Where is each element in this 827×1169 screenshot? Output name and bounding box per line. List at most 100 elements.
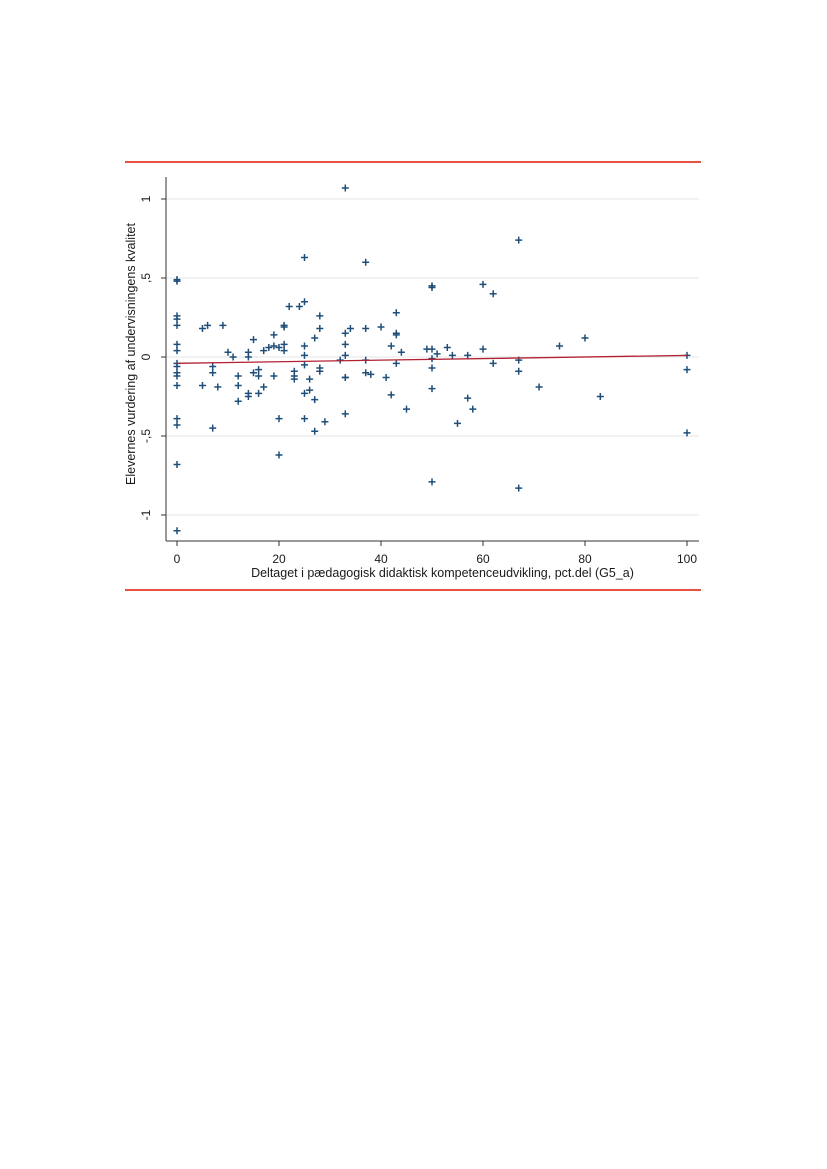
data-point: [280, 340, 288, 348]
data-point: [683, 366, 691, 374]
data-point: [173, 372, 181, 380]
x-tick-label: 60: [476, 552, 490, 566]
data-point: [173, 347, 181, 355]
data-point: [199, 381, 206, 389]
data-point: [234, 372, 242, 380]
data-point: [270, 331, 278, 339]
ticks: -1 -,5 0 ,5 1 0 20 40 60 80 100: [139, 195, 697, 566]
data-point: [173, 460, 181, 468]
data-point: [428, 385, 436, 393]
data-point: [295, 302, 303, 310]
data-point: [316, 325, 324, 333]
data-point: [454, 419, 461, 427]
y-tick-label: -1: [139, 509, 153, 520]
data-point: [464, 351, 472, 359]
data-point: [535, 383, 543, 391]
x-tick-label: 100: [677, 552, 697, 566]
data-point: [362, 369, 370, 377]
data-point: [301, 253, 308, 261]
data-point: [403, 405, 410, 413]
data-point: [275, 451, 283, 459]
y-tick-label: ,5: [139, 273, 153, 283]
data-point: [280, 347, 288, 355]
data-point: [255, 372, 263, 380]
data-point: [428, 345, 436, 353]
data-point: [229, 353, 237, 361]
data-point: [255, 366, 263, 374]
data-point: [515, 367, 523, 375]
y-tick-label: 1: [139, 195, 153, 202]
data-point: [469, 405, 477, 413]
data-point: [362, 258, 370, 266]
data-point: [260, 383, 268, 391]
data-point: [173, 421, 181, 429]
x-tick-label: 0: [174, 552, 181, 566]
y-tick-label: 0: [139, 353, 153, 360]
data-point: [270, 372, 278, 380]
data-point: [275, 344, 283, 352]
data-point: [316, 367, 324, 375]
data-point: [219, 321, 227, 329]
data-point: [367, 370, 375, 378]
data-point: [280, 321, 288, 329]
data-point: [387, 342, 395, 350]
data-point: [244, 353, 252, 361]
data-point: [596, 393, 604, 400]
data-point: [311, 334, 319, 342]
data-point: [301, 342, 308, 350]
data-point: [173, 381, 181, 389]
data-point: [234, 381, 242, 389]
top-rule: [125, 161, 701, 163]
x-tick-label: 80: [578, 552, 592, 566]
data-point: [316, 312, 324, 320]
data-point: [209, 369, 217, 377]
data-point: [443, 344, 451, 352]
data-point: [341, 351, 349, 359]
data-point: [433, 350, 441, 358]
data-point: [301, 351, 308, 359]
data-point: [224, 348, 232, 356]
y-axis-label: Elevernes vurdering af undervisningens k…: [124, 222, 138, 484]
data-point: [199, 325, 206, 333]
data-point: [489, 359, 497, 367]
data-point: [265, 344, 273, 352]
data-point: [341, 340, 349, 348]
bottom-rule: [125, 589, 701, 591]
data-point: [428, 364, 436, 372]
data-point: [515, 484, 523, 492]
data-point: [301, 361, 308, 369]
data-point: [515, 236, 523, 244]
data-point: [464, 394, 472, 402]
data-point: [341, 410, 349, 418]
data-point: [346, 325, 354, 333]
data-point: [581, 334, 589, 342]
data-point: [392, 331, 400, 339]
x-tick-label: 20: [272, 552, 286, 566]
data-point: [250, 336, 257, 344]
data-point: [173, 315, 181, 323]
data-point: [173, 277, 181, 285]
x-tick-label: 40: [374, 552, 388, 566]
data-point: [387, 391, 395, 399]
data-point: [234, 397, 242, 405]
fit-line: [176, 354, 688, 364]
data-points: [173, 184, 691, 535]
data-point: [214, 383, 222, 391]
data-point: [382, 374, 390, 382]
data-point: [209, 362, 217, 370]
data-point: [311, 427, 319, 435]
data-point: [397, 348, 405, 356]
data-point: [377, 323, 385, 331]
data-point: [260, 347, 268, 355]
data-point: [173, 362, 181, 370]
axes: [165, 177, 699, 542]
data-point: [428, 283, 436, 291]
data-point: [301, 415, 308, 423]
data-point: [285, 302, 293, 310]
data-point: [392, 359, 400, 367]
data-point: [173, 415, 181, 423]
data-point: [479, 345, 487, 353]
data-point: [306, 375, 314, 383]
data-point: [173, 321, 181, 329]
